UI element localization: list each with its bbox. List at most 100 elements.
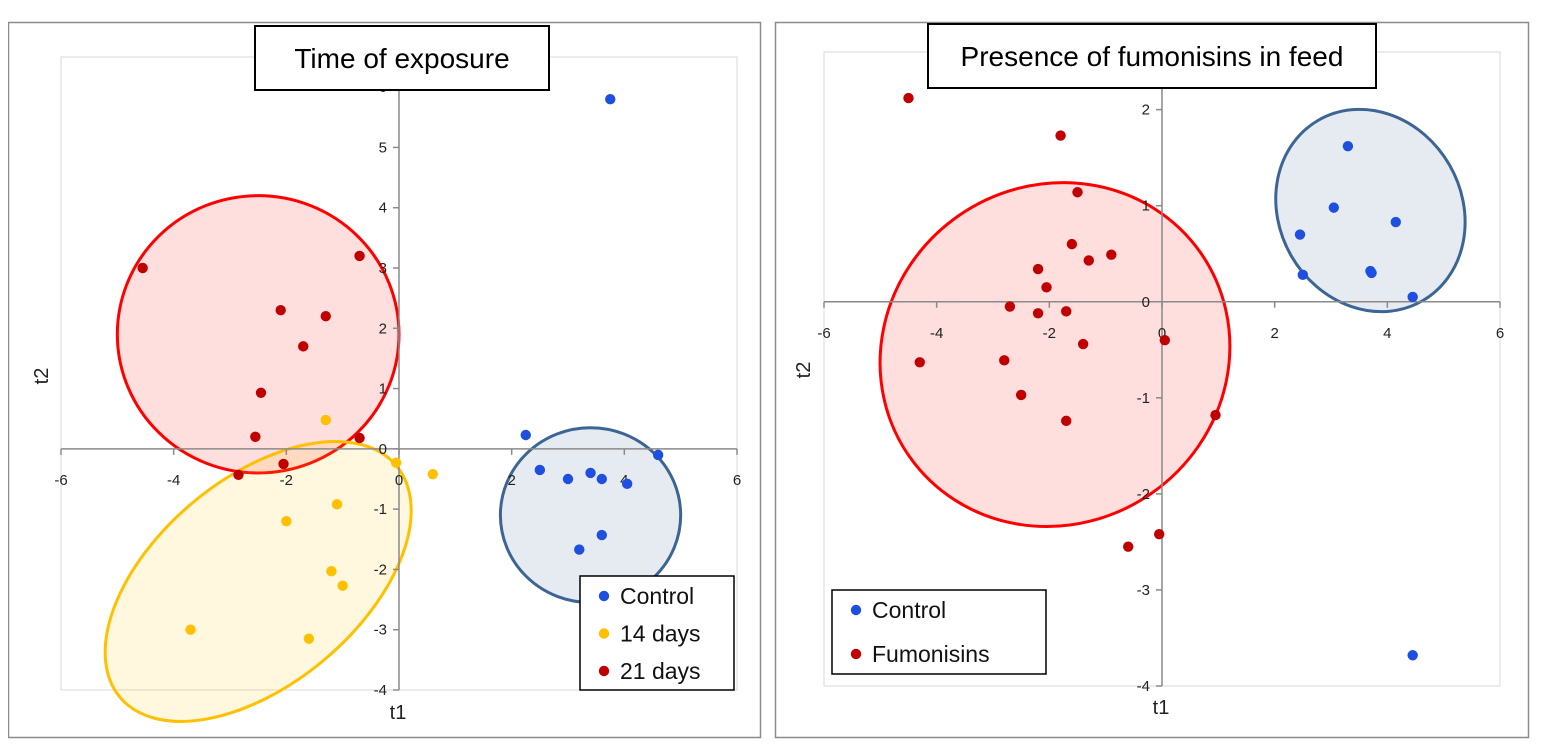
- data-point-fumonisins: [1077, 338, 1089, 350]
- data-point-control: [520, 429, 531, 441]
- data-point-14-days: [303, 633, 315, 644]
- legend-label: Fumonisins: [872, 641, 990, 667]
- data-point-fumonisins: [1041, 282, 1052, 293]
- y-axis-title: t2: [793, 362, 815, 379]
- legend-marker: [598, 665, 610, 677]
- x-axis-title: t1: [1153, 697, 1170, 719]
- x-tick-label: 2: [507, 472, 515, 489]
- data-point-14-days: [185, 624, 196, 635]
- legend-label: 21 days: [620, 658, 701, 684]
- y-tick-label: 0: [1142, 294, 1150, 311]
- y-tick-label: -4: [374, 682, 387, 699]
- data-point-21-days: [278, 458, 289, 470]
- data-point-fumonisins: [1061, 415, 1072, 427]
- data-point-fumonisins: [1123, 541, 1134, 552]
- x-tick-label: 6: [1496, 325, 1504, 342]
- data-point-control: [596, 473, 607, 485]
- cluster-ellipse: [878, 181, 1232, 529]
- data-point-14-days: [390, 457, 402, 468]
- data-point-control: [1297, 269, 1309, 281]
- data-point-control: [1328, 202, 1340, 213]
- data-point-fumonisins: [1066, 238, 1078, 250]
- legend-marker: [598, 628, 610, 639]
- y-tick-label: -2: [1137, 486, 1150, 503]
- data-point-control: [652, 449, 664, 461]
- x-tick-label: 4: [1383, 325, 1391, 342]
- data-point-21-days: [137, 262, 148, 274]
- data-point-fumonisins: [999, 355, 1010, 366]
- data-point-control: [1407, 291, 1418, 303]
- y-tick-label: 1: [379, 381, 387, 398]
- data-point-21-days: [320, 311, 331, 322]
- data-point-fumonisins: [914, 357, 925, 368]
- x-axis-title: t1: [390, 702, 407, 724]
- data-point-control: [1342, 140, 1354, 152]
- y-tick-label: 3: [379, 260, 387, 277]
- legend-marker: [850, 648, 862, 660]
- x-tick-label: -4: [167, 472, 180, 489]
- data-point-fumonisins: [1032, 263, 1044, 275]
- chart-title: Presence of fumonisins in feed: [961, 41, 1344, 72]
- data-point-fumonisins: [1153, 529, 1165, 540]
- scatter-chart-fumonisins: -6 -4 -2 0 2 4 6 -4 -3 -2 -1 0 1 2 t1 t2 Presence of fum…: [774, 21, 1530, 739]
- y-tick-label: -1: [374, 501, 387, 518]
- chart-panel-fumonisins: -6 -4 -2 0 2 4 6 -4 -3 -2 -1 0 1 2 t1 t2 Presence of fum…: [774, 0, 1530, 740]
- data-point-fumonisins: [1004, 301, 1016, 312]
- data-point-14-days: [281, 516, 292, 527]
- data-point-14-days: [427, 468, 438, 480]
- y-tick-label: -1: [1137, 390, 1150, 407]
- data-point-14-days: [337, 580, 348, 591]
- chart-title: Time of exposure: [294, 43, 509, 74]
- y-tick-label: 2: [1142, 102, 1150, 119]
- x-tick-label: -2: [280, 472, 293, 489]
- data-point-21-days: [354, 432, 365, 444]
- data-point-control: [562, 473, 574, 485]
- legend-label: Control: [872, 597, 946, 623]
- data-point-fumonisins: [1072, 187, 1083, 198]
- x-tick-label: -2: [1043, 325, 1056, 342]
- legend-marker: [850, 604, 862, 616]
- data-point-21-days: [250, 431, 261, 442]
- cluster-ellipse: [1274, 107, 1467, 314]
- y-tick-label: 5: [379, 139, 387, 156]
- data-point-21-days: [354, 250, 365, 262]
- data-point-control: [1366, 267, 1377, 279]
- data-point-control: [1294, 229, 1306, 240]
- data-point-14-days: [326, 566, 337, 577]
- y-tick-label: 0: [379, 441, 387, 458]
- x-tick-label: -6: [54, 472, 67, 489]
- title-box: [254, 25, 550, 91]
- y-tick-label: 2: [379, 320, 387, 337]
- x-tick-label: 6: [733, 472, 741, 489]
- data-point-fumonisins: [1159, 334, 1171, 346]
- y-tick-label: 4: [379, 200, 387, 217]
- y-tick-label: -3: [374, 622, 387, 639]
- x-tick-label: -4: [930, 325, 943, 342]
- data-point-21-days: [275, 305, 286, 316]
- data-point-fumonisins: [1210, 409, 1221, 421]
- data-point-fumonisins: [1061, 306, 1072, 317]
- legend-label: Control: [620, 583, 694, 609]
- legend-label: 14 days: [620, 621, 701, 647]
- data-point-control: [596, 529, 607, 541]
- data-point-control: [1407, 650, 1418, 661]
- data-point-21-days: [233, 469, 244, 480]
- data-point-fumonisins: [1055, 130, 1066, 141]
- data-point-14-days: [331, 499, 343, 510]
- x-tick-label: 2: [1270, 325, 1278, 342]
- data-point-control: [621, 478, 633, 490]
- data-point-14-days: [320, 414, 331, 426]
- data-point-fumonisins: [1032, 308, 1044, 319]
- x-tick-label: 0: [1158, 325, 1166, 342]
- y-axis-title: t2: [31, 368, 53, 385]
- data-point-21-days: [255, 387, 267, 398]
- y-tick-label: -4: [1137, 678, 1150, 695]
- y-tick-label: -2: [374, 561, 387, 578]
- y-tick-label: 1: [1142, 198, 1150, 215]
- title-box: [927, 23, 1377, 89]
- data-point-control: [585, 467, 596, 479]
- cluster-ellipse: [115, 194, 401, 475]
- x-tick-label: -6: [817, 325, 830, 342]
